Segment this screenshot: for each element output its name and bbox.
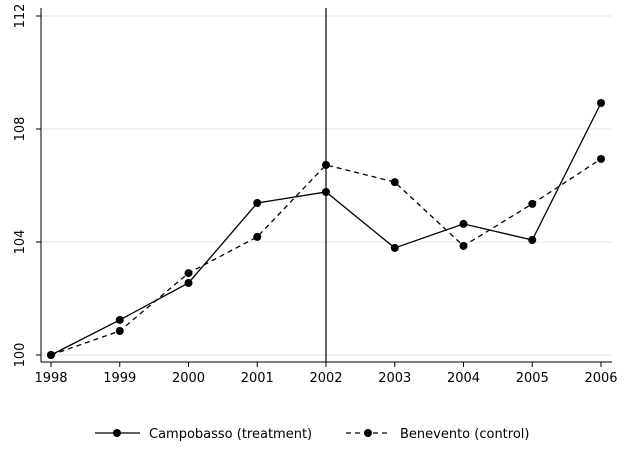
legend-marker (364, 429, 372, 437)
x-tick-label: 1998 (34, 371, 67, 386)
x-tick-label: 2004 (447, 371, 480, 386)
data-point (528, 236, 537, 245)
data-point (597, 154, 605, 163)
data-point (253, 199, 262, 208)
data-point (390, 243, 399, 252)
legend-label: Benevento (control) (400, 427, 529, 442)
y-tick-label: 112 (13, 4, 28, 29)
data-point (459, 241, 468, 250)
data-point (459, 219, 468, 228)
y-tick-label: 104 (13, 230, 28, 255)
data-point (115, 326, 124, 335)
x-tick-label: 2005 (516, 371, 549, 386)
x-tick-label: 2000 (172, 371, 205, 386)
data-point (390, 178, 399, 187)
y-tick-label: 108 (13, 117, 28, 142)
data-point (322, 187, 330, 196)
data-point (184, 269, 193, 278)
data-point (47, 351, 55, 359)
data-point (528, 199, 537, 208)
data-point (115, 315, 124, 324)
legend-label: Campobasso (treatment) (149, 427, 312, 442)
data-point (184, 278, 193, 287)
x-tick-label: 2001 (241, 371, 274, 386)
y-tick-label: 100 (13, 343, 28, 368)
x-tick-label: 2002 (309, 371, 342, 386)
x-tick-label: 2003 (378, 371, 411, 386)
legend-marker (113, 429, 121, 437)
data-point (253, 232, 262, 241)
x-tick-label: 2006 (584, 371, 617, 386)
data-point (322, 160, 330, 169)
x-tick-label: 1999 (103, 371, 136, 386)
series-line (50, 158, 602, 356)
data-point (597, 99, 605, 108)
